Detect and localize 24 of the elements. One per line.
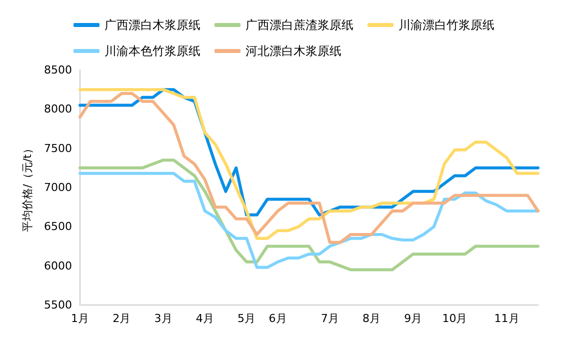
x-tick-label: 11月: [494, 312, 520, 325]
x-tick-label: 9月: [404, 312, 422, 325]
x-tick-label: 7月: [320, 312, 339, 325]
x-tick-label: 10月: [442, 312, 468, 325]
legend-label: 河北漂白木浆原纸: [246, 44, 342, 58]
x-tick-label: 6月: [268, 312, 287, 325]
y-tick-label: 6500: [44, 220, 72, 234]
legend-label: 广西漂白木浆原纸: [104, 18, 200, 32]
y-tick-label: 8000: [44, 102, 72, 116]
x-tick-label: 4月: [196, 312, 214, 325]
y-tick-label: 7500: [44, 142, 72, 155]
legend-label: 川渝漂白竹浆原纸: [398, 18, 494, 32]
x-tick-label: 5月: [238, 312, 256, 325]
y-axis-title: 平均价格/（元/t）: [21, 143, 34, 232]
x-tick-label: 1月: [71, 312, 89, 325]
x-tick-label: 2月: [112, 312, 131, 325]
y-tick-label: 8500: [44, 64, 72, 76]
y-tick-label: 5500: [44, 298, 72, 312]
x-tick-label: 3月: [154, 312, 172, 325]
y-tick-label: 7000: [44, 181, 72, 194]
x-tick-label: 8月: [362, 312, 380, 325]
y-tick-label: 6000: [44, 259, 72, 272]
legend-label: 广西漂白蔗渣浆原纸: [246, 18, 354, 32]
legend-label: 川渝本色竹浆原纸: [104, 44, 200, 58]
